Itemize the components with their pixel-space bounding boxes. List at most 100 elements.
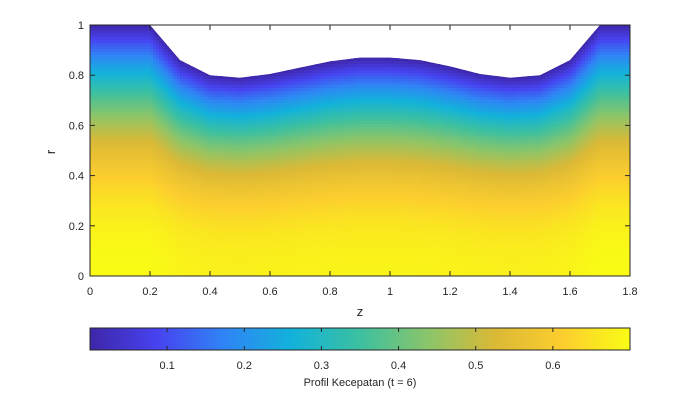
field-cell xyxy=(231,115,235,119)
field-cell xyxy=(201,271,205,275)
field-cell xyxy=(96,49,100,53)
field-cell xyxy=(153,91,157,95)
field-cell xyxy=(228,238,232,242)
field-cell xyxy=(117,265,121,269)
field-cell xyxy=(138,145,142,149)
field-cell xyxy=(93,265,97,269)
field-cell xyxy=(99,130,103,134)
field-cell xyxy=(99,43,103,47)
field-cell xyxy=(216,214,220,218)
field-cell xyxy=(147,106,151,110)
field-cell xyxy=(186,253,190,257)
field-cell xyxy=(147,124,151,128)
field-cell xyxy=(219,109,223,113)
field-cell xyxy=(168,124,172,128)
field-cell xyxy=(93,187,97,191)
field-cell xyxy=(114,31,118,35)
field-cell xyxy=(105,163,109,167)
field-cell xyxy=(210,142,214,146)
field-cell xyxy=(111,187,115,191)
field-cell xyxy=(171,202,175,206)
field-cell xyxy=(192,199,196,203)
field-cell xyxy=(99,88,103,92)
field-cell xyxy=(204,100,208,104)
field-cell xyxy=(108,67,112,71)
field-cell xyxy=(153,241,157,245)
field-cell xyxy=(219,70,223,74)
field-cell xyxy=(90,208,94,212)
field-cell xyxy=(159,151,163,155)
field-cell xyxy=(207,169,211,173)
field-cell xyxy=(165,229,169,233)
field-cell xyxy=(120,46,124,50)
field-cell xyxy=(186,58,190,62)
field-cell xyxy=(114,61,118,65)
field-cell xyxy=(150,124,154,128)
field-cell xyxy=(111,145,115,149)
field-cell xyxy=(174,103,178,107)
field-cell xyxy=(93,169,97,173)
field-cell xyxy=(126,220,130,224)
field-cell xyxy=(144,220,148,224)
field-cell xyxy=(156,232,160,236)
field-cell xyxy=(234,223,238,227)
field-cell xyxy=(156,253,160,257)
field-cell xyxy=(240,160,244,164)
field-cell xyxy=(135,40,139,44)
field-cell xyxy=(162,130,166,134)
field-cell xyxy=(198,250,202,254)
field-cell xyxy=(162,97,166,101)
field-cell xyxy=(162,238,166,242)
field-cell xyxy=(207,226,211,230)
field-cell xyxy=(171,217,175,221)
field-cell xyxy=(129,265,133,269)
field-cell xyxy=(180,163,184,167)
field-cell xyxy=(225,169,229,173)
field-cell xyxy=(192,97,196,101)
field-cell xyxy=(99,55,103,59)
field-cell xyxy=(126,124,130,128)
field-cell xyxy=(243,82,247,86)
field-cell xyxy=(114,235,118,239)
field-cell xyxy=(111,79,115,83)
field-cell xyxy=(213,190,217,194)
field-cell xyxy=(246,100,250,104)
field-cell xyxy=(153,172,157,176)
field-cell xyxy=(237,94,241,98)
field-cell xyxy=(126,211,130,215)
field-cell xyxy=(168,217,172,221)
field-cell xyxy=(126,139,130,143)
field-cell xyxy=(141,211,145,215)
field-cell xyxy=(111,37,115,41)
field-cell xyxy=(144,43,148,47)
field-cell xyxy=(114,70,118,74)
field-cell xyxy=(201,157,205,161)
field-cell xyxy=(210,148,214,152)
field-cell xyxy=(96,103,100,107)
field-cell xyxy=(228,223,232,227)
field-cell xyxy=(165,136,169,140)
field-cell xyxy=(147,115,151,119)
field-cell xyxy=(123,217,127,221)
field-cell xyxy=(165,232,169,236)
field-cell xyxy=(141,55,145,59)
field-cell xyxy=(138,130,142,134)
field-cell xyxy=(138,76,142,80)
field-cell xyxy=(132,223,136,227)
field-cell xyxy=(168,262,172,266)
field-cell xyxy=(189,259,193,263)
field-cell xyxy=(156,145,160,149)
field-cell xyxy=(135,274,139,276)
field-cell xyxy=(225,211,229,215)
field-cell xyxy=(180,256,184,260)
field-cell xyxy=(99,220,103,224)
field-cell xyxy=(126,130,130,134)
field-cell xyxy=(225,97,229,101)
field-cell xyxy=(186,247,190,251)
field-cell xyxy=(192,241,196,245)
field-cell xyxy=(126,100,130,104)
field-cell xyxy=(207,82,211,86)
field-cell xyxy=(150,46,154,50)
field-cell xyxy=(99,121,103,125)
field-cell xyxy=(147,61,151,65)
